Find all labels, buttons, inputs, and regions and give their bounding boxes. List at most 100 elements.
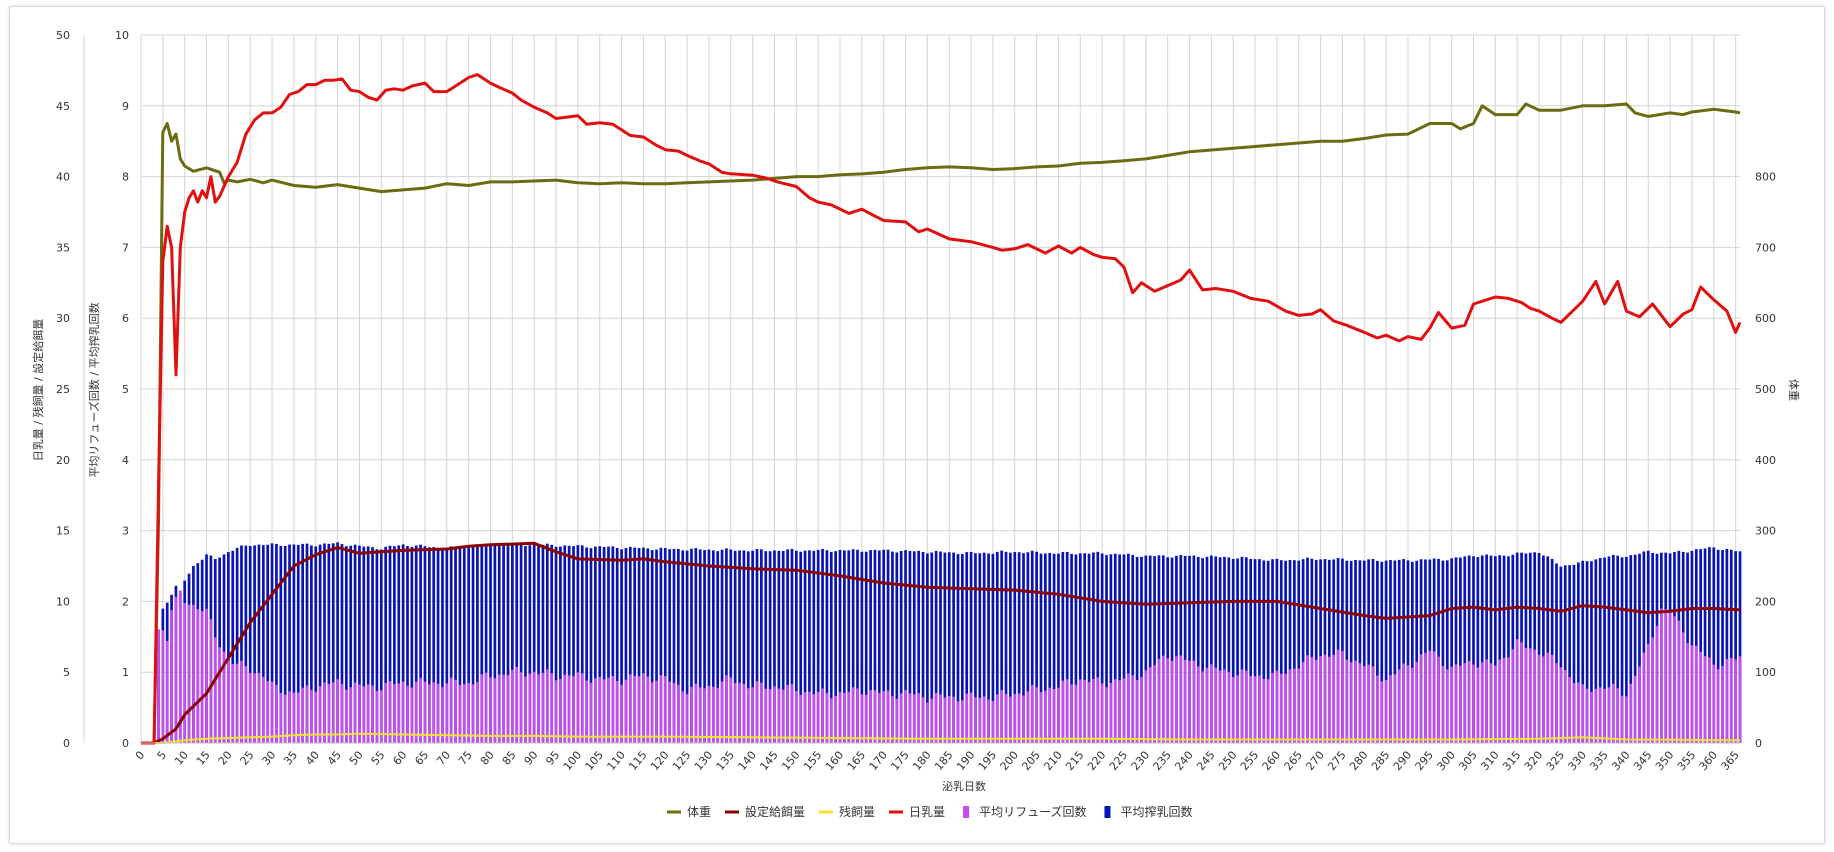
bar [559,679,562,743]
bar [1642,551,1646,743]
bar [637,676,641,743]
x-tick-label: 80 [478,749,497,768]
bar [445,683,449,743]
bar [585,680,588,743]
bar [580,673,584,743]
bar [414,545,418,743]
bar [401,544,405,743]
bar [860,694,864,743]
bar [742,683,746,743]
bar [1677,620,1681,743]
bar [1563,565,1567,743]
y-left2-tick-label: 5 [122,383,129,396]
bar [375,549,379,743]
bar [266,544,270,743]
bar [677,684,680,743]
bar [1712,547,1716,743]
bar [1179,555,1183,743]
bar [1083,680,1087,743]
bar [1288,559,1292,743]
bar [1393,560,1397,743]
bar [598,546,602,743]
x-tick-label: 150 [779,749,802,773]
bar [1358,560,1362,743]
bar [995,694,999,743]
x-tick-label: 120 [648,749,671,773]
bar [1087,553,1091,743]
bar [908,551,912,743]
bar [1052,553,1056,743]
bar [1135,680,1139,743]
bar [646,548,650,743]
bar [1463,663,1467,743]
bar [650,550,654,743]
bar [515,543,519,743]
bar [1192,660,1196,743]
bar [764,551,768,743]
bar [1559,667,1563,743]
y-left1-tick-label: 30 [56,312,70,325]
bar [856,688,859,743]
bar [677,548,680,743]
bar [279,692,283,743]
y-right-tick-label: 800 [1755,171,1776,184]
bar [1310,558,1314,743]
bar [926,553,929,743]
x-tick-label: 260 [1260,749,1283,773]
bar [510,669,514,743]
bar [1201,671,1204,743]
bar [1096,551,1100,743]
bar [1122,554,1126,743]
bar [620,684,623,743]
x-tick-label: 230 [1129,749,1152,773]
bar [1227,557,1231,743]
bar [939,694,942,743]
bar [510,544,514,743]
bar [615,680,619,743]
bar [406,545,409,743]
bar [1485,554,1488,743]
bar [515,666,519,743]
bar [1660,608,1663,743]
y-right-tick-label: 500 [1755,383,1776,396]
bar [497,544,501,743]
bar [1738,656,1742,743]
bar [1332,654,1336,743]
bar [825,550,829,743]
bar [1502,555,1506,743]
x-tick-label: 215 [1063,749,1086,773]
bar [349,545,353,743]
bar [864,694,868,743]
bar [519,672,523,743]
bar [506,675,510,743]
bar [1625,696,1628,743]
bar [1297,668,1301,743]
y-right-tick-label: 200 [1755,595,1776,608]
bar [489,545,492,743]
x-tick-label: 240 [1172,749,1195,773]
bar [1214,667,1218,743]
bar [1306,557,1309,743]
bar [642,673,645,743]
x-tick-label: 75 [456,749,475,768]
bar [1061,680,1065,743]
bar [580,545,584,743]
x-tick-label: 90 [522,749,541,768]
x-tick-label: 20 [216,749,235,768]
series-line [141,732,1741,744]
bar [1249,675,1253,743]
bar [1376,675,1379,743]
bar [1546,652,1550,743]
x-tick-label: 35 [281,749,300,768]
bar [1017,693,1021,743]
bar [790,684,794,743]
y-left2-tick-label: 1 [122,666,129,679]
bar [873,549,877,743]
bar [1109,554,1113,743]
bar [1651,637,1654,743]
bar [1629,683,1633,743]
bar [1118,680,1121,743]
bar [362,546,366,743]
bar [384,546,388,743]
bar [1354,559,1357,743]
